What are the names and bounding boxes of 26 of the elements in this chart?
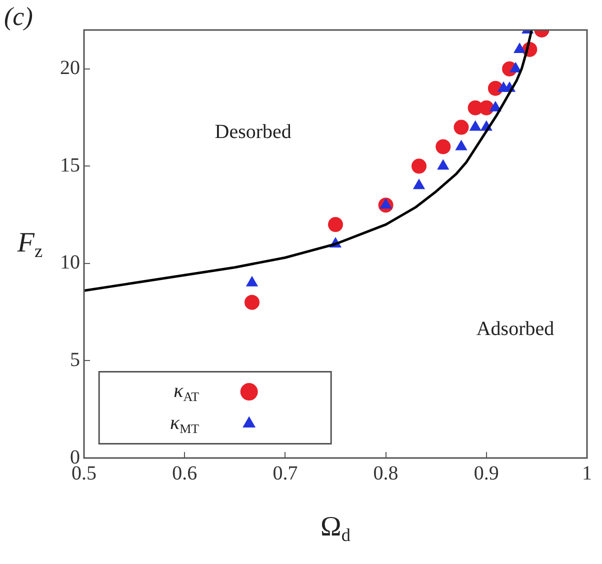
point — [413, 179, 425, 190]
point — [490, 101, 502, 112]
annotation: Adsorbed — [476, 318, 554, 340]
point — [246, 276, 258, 286]
point — [328, 217, 343, 232]
annotation: Desorbed — [214, 120, 292, 143]
x-tick-label: 0.8 — [373, 462, 398, 484]
x-tick-label: 1 — [582, 462, 592, 484]
point — [456, 140, 467, 150]
point — [244, 294, 260, 310]
y-tick-label: 20 — [60, 57, 80, 80]
point — [412, 158, 426, 174]
point — [437, 160, 449, 170]
x-tick-label: 0.6 — [172, 462, 198, 484]
text: (c) — [4, 2, 33, 31]
point — [478, 100, 494, 116]
x-tick-label: 0.9 — [474, 462, 499, 484]
y-tick-label: 15 — [60, 154, 80, 176]
x-tick-label: 0.7 — [272, 462, 298, 484]
point — [514, 42, 526, 53]
y-tick-label: 10 — [60, 252, 80, 274]
point — [454, 120, 469, 135]
point — [470, 120, 482, 131]
point — [436, 139, 451, 154]
point — [510, 62, 522, 72]
y-tick-label: 5 — [70, 348, 80, 371]
